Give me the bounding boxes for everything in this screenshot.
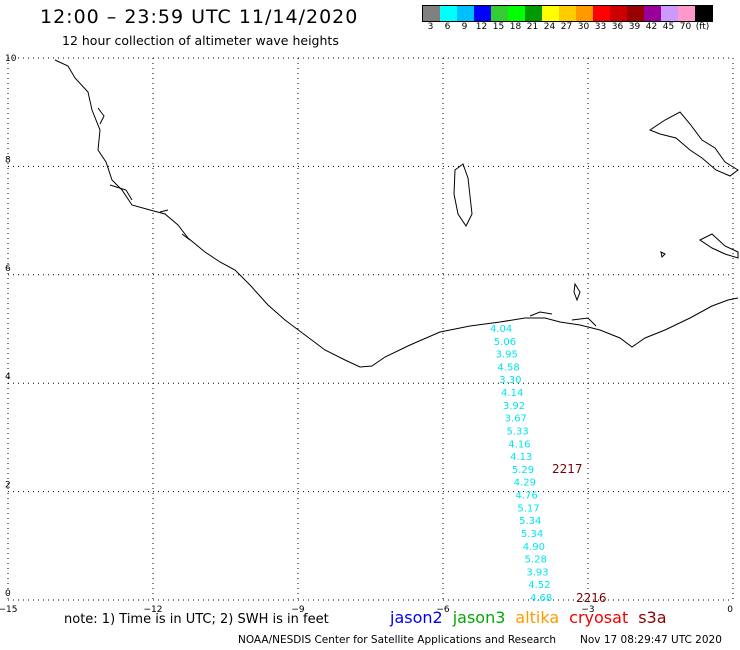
track-value-label: 3.95 — [496, 350, 518, 361]
colorbar-swatch — [627, 6, 644, 21]
island-northeast — [648, 111, 739, 177]
colorbar-swatch — [610, 6, 627, 21]
footnote: note: 1) Time is in UTC; 2) SWH is in fe… — [64, 612, 329, 627]
colorbar-label: 27 — [560, 22, 573, 32]
y-tick-label: 10 — [5, 54, 17, 64]
x-tick-label: −12 — [144, 605, 163, 615]
track-value-label: 3.30 — [499, 375, 521, 386]
track-value-label: 4.58 — [497, 362, 519, 373]
track-value-label: 3.93 — [526, 567, 548, 578]
cape-small — [573, 282, 581, 302]
colorbar-swatch — [491, 6, 508, 21]
track-value-label: 5.06 — [494, 337, 516, 348]
pass-number-label: 2216 — [576, 591, 607, 605]
pass-number-label: 2217 — [552, 462, 583, 476]
island-east-1 — [453, 163, 473, 227]
map-subtitle: 12 hour collection of altimeter wave hei… — [62, 33, 339, 48]
x-tick-label: −9 — [291, 605, 305, 615]
colorbar-swatch — [474, 6, 491, 21]
colorbar-label: 3 — [427, 22, 434, 32]
track-value-label: 4.52 — [528, 580, 550, 591]
colorbar-label: 45 — [662, 22, 675, 32]
coastline-main — [54, 59, 739, 368]
colorbar-label: 24 — [543, 22, 556, 32]
y-tick-label: 4 — [5, 372, 11, 382]
pass-number-labels: 2217 2216 — [552, 462, 607, 605]
track-value-label: 4.13 — [510, 452, 532, 463]
colorbar-swatch — [559, 6, 576, 21]
coastline-detail-1 — [97, 107, 191, 241]
track-value-label: 5.29 — [512, 465, 534, 476]
colorbar-swatch — [678, 6, 695, 21]
legend-item-jason2: jason2 — [390, 608, 443, 627]
credit-timestamp: Nov 17 08:29:47 UTC 2020 — [580, 634, 722, 646]
track-value-label: 5.34 — [519, 516, 541, 527]
colorbar-label: 6 — [444, 22, 451, 32]
y-tick-label: 2 — [5, 481, 11, 491]
colorbar-label: 12 — [475, 22, 488, 32]
colorbar-label: 30 — [577, 22, 590, 32]
y-axis-labels: 10 8 6 4 2 0 — [5, 54, 17, 599]
x-tick-label: −15 — [0, 605, 18, 615]
track-value-label: 5.33 — [506, 426, 528, 437]
colorbar-swatch — [593, 6, 610, 21]
colorbar-swatch — [440, 6, 457, 21]
track-value-label: 4.29 — [514, 478, 536, 489]
track-value-label: 4.76 — [516, 491, 538, 502]
y-tick-label: 8 — [5, 155, 11, 165]
legend-item-cryosat: cryosat — [569, 608, 629, 627]
coast-detail-2 — [529, 311, 597, 327]
colorbar-label: 9 — [461, 22, 468, 32]
coastline — [54, 59, 739, 368]
colorbar-label: 21 — [526, 22, 539, 32]
track-value-label: 4.14 — [501, 388, 523, 399]
colorbar-label: 33 — [594, 22, 607, 32]
colorbar-label: 15 — [492, 22, 505, 32]
legend-item-s3a: s3a — [638, 608, 667, 627]
colorbar-swatch — [576, 6, 593, 21]
track-value-label: 4.16 — [508, 439, 530, 450]
satellite-legend: jason2 jason3 altika cryosat s3a — [390, 608, 677, 627]
track-value-label: 4.04 — [490, 324, 512, 335]
colorbar-swatch — [542, 6, 559, 21]
legend-item-altika: altika — [515, 608, 560, 627]
wave-height-colorbar — [422, 5, 713, 22]
x-tick-label: −6 — [436, 605, 450, 615]
colorbar-label: 18 — [509, 22, 522, 32]
colorbar-swatch — [644, 6, 661, 21]
track-value-label: 4.68 — [530, 593, 552, 604]
y-tick-label: 6 — [5, 264, 11, 274]
colorbar-label: 42 — [645, 22, 658, 32]
colorbar-swatch — [457, 6, 474, 21]
legend-item-jason3: jason3 — [452, 608, 506, 627]
track-value-label: 4.90 — [523, 542, 545, 553]
track-value-label: 3.67 — [505, 414, 527, 425]
colorbar-swatch — [695, 6, 712, 21]
colorbar-label: 36 — [611, 22, 624, 32]
altimeter-track-values: 4.04 5.06 3.954.58 3.30 4.14 3.92 3.675.33 4.16… — [490, 324, 552, 604]
x-axis-labels: −15 −12 −9 −6 −3 0 — [0, 605, 733, 615]
colorbar-swatch — [423, 6, 440, 21]
islet — [660, 251, 666, 259]
x-tick-label: −3 — [581, 605, 594, 615]
y-tick-label: 0 — [5, 589, 11, 599]
x-tick-label: 0 — [727, 605, 733, 615]
colorbar-label: 70 — [679, 22, 692, 32]
map-grid — [7, 57, 734, 601]
colorbar-swatch — [508, 6, 525, 21]
colorbar-label: (ft) — [695, 22, 710, 32]
colorbar-labels: 3 6 9 12 15 18 21 24 27 30 33 36 39 42 45 70 (ft) — [422, 22, 711, 32]
map-title: 12:00 – 23:59 UTC 11/14/2020 — [40, 6, 359, 28]
track-value-label: 5.34 — [521, 529, 543, 540]
colorbar-swatch — [661, 6, 678, 21]
track-value-label: 5.17 — [517, 503, 539, 514]
credit-line: NOAA/NESDIS Center for Satellite Applica… — [238, 634, 556, 646]
track-value-label: 3.92 — [503, 401, 525, 412]
colorbar-swatch — [525, 6, 542, 21]
coast-east-small — [699, 233, 739, 259]
track-value-label: 5.28 — [525, 555, 547, 566]
colorbar-label: 39 — [628, 22, 641, 32]
